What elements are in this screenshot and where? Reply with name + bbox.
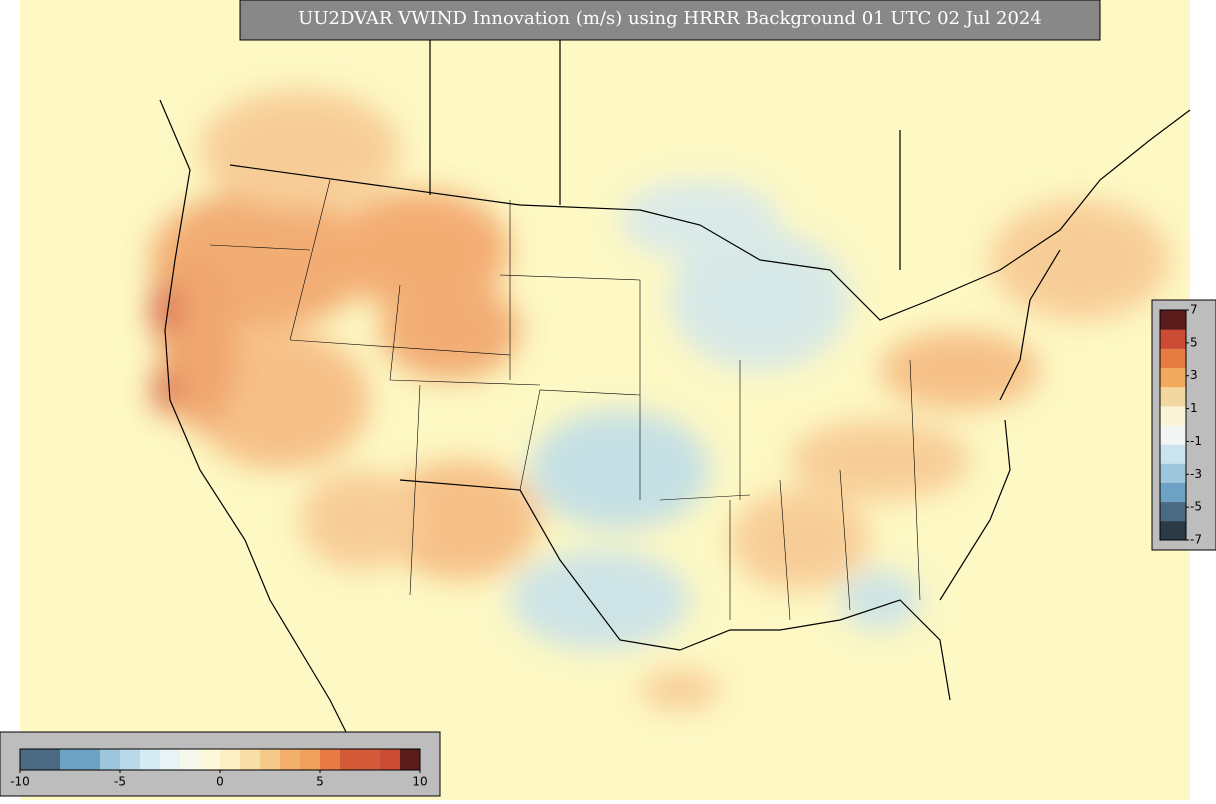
color-segment — [100, 749, 121, 770]
color-segment — [1160, 520, 1186, 541]
tick-label: 7 — [1190, 303, 1198, 317]
color-segment — [280, 749, 301, 770]
color-segment — [1160, 482, 1186, 503]
color-segment — [300, 749, 321, 770]
color-segment — [1160, 444, 1186, 464]
tick-label: 1 — [1190, 401, 1198, 415]
color-segment — [1160, 310, 1186, 330]
color-segment — [1160, 367, 1186, 388]
tick-label: 0 — [216, 775, 224, 789]
field — [150, 90, 1170, 710]
tick-label: -3 — [1190, 467, 1202, 481]
color-segment — [1160, 386, 1186, 407]
color-segment — [320, 749, 341, 770]
tick-label: -10 — [10, 775, 30, 789]
color-segment — [160, 749, 181, 770]
color-segment — [380, 749, 401, 770]
tick-label: 5 — [316, 775, 324, 789]
color-segment — [260, 749, 281, 770]
color-segment — [180, 749, 201, 770]
color-segment — [40, 749, 61, 770]
color-segment — [20, 749, 41, 770]
color-segment — [220, 749, 241, 770]
tick-label: -7 — [1190, 533, 1202, 547]
color-segment — [1160, 405, 1186, 426]
colorbar-right: 7 5 3 1 -1 -3 -5 -7 — [1159, 303, 1202, 547]
color-segment — [1160, 425, 1186, 445]
tick-label: -5 — [1190, 500, 1202, 514]
color-segment — [200, 749, 221, 770]
color-segment — [1160, 463, 1186, 483]
color-segment — [340, 749, 361, 770]
colorbar-bottom: -10 -5 0 5 10 — [10, 748, 428, 789]
tick-label: 3 — [1190, 368, 1198, 382]
color-segment — [80, 749, 101, 770]
tick-label: -5 — [114, 775, 126, 789]
state-lines — [209, 179, 921, 621]
tick-label: 10 — [412, 775, 427, 789]
color-segment — [1160, 501, 1186, 522]
colorbar-frame — [1159, 309, 1187, 541]
tick-label: 5 — [1190, 335, 1198, 349]
tick-label: -1 — [1190, 434, 1202, 448]
color-segment — [1160, 329, 1186, 349]
color-segment — [240, 749, 261, 770]
boundaries — [159, 0, 1191, 761]
color-segment — [1160, 348, 1186, 368]
color-segment — [360, 749, 381, 770]
color-segment — [400, 749, 421, 770]
color-segment — [60, 749, 81, 770]
title: UU2DVAR VWIND Innovation (m/s) using HRR… — [298, 8, 1042, 29]
color-segment — [140, 749, 161, 770]
title-box — [239, 0, 1101, 41]
color-segment — [120, 749, 141, 770]
